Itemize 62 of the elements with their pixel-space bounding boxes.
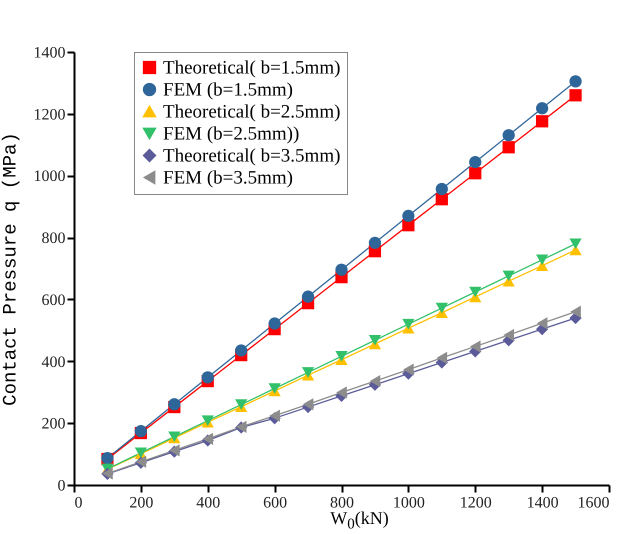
point — [268, 383, 281, 394]
y-tick-label: 200 — [42, 416, 66, 433]
point — [536, 102, 548, 114]
point — [268, 317, 281, 330]
point — [168, 398, 180, 410]
x-tick-label: 200 — [129, 494, 154, 512]
point — [536, 254, 548, 266]
point — [502, 270, 515, 282]
point — [402, 318, 414, 330]
y-tick-label: 600 — [42, 292, 66, 309]
point — [436, 302, 448, 314]
y-tick-label: 1200 — [34, 106, 66, 124]
legend-label: FEM (b=3.5mm) — [163, 168, 293, 188]
x-tick-label: 0 — [74, 494, 82, 512]
legend-label: Theoretical( b=3.5mm) — [163, 146, 340, 166]
point — [235, 399, 248, 410]
point — [436, 193, 448, 206]
point — [403, 364, 414, 376]
point — [469, 167, 482, 180]
point — [569, 238, 582, 250]
x-tick-label: 600 — [263, 494, 288, 512]
point — [302, 367, 314, 378]
y-tick-label: 800 — [42, 230, 66, 248]
point — [436, 352, 448, 364]
point — [302, 290, 314, 303]
x-tick-label: 1200 — [460, 494, 492, 512]
x-tick-label: 400 — [196, 494, 220, 512]
y-tick-label: 0 — [58, 478, 66, 494]
point — [269, 410, 280, 422]
point — [502, 129, 515, 142]
y-tick-label: 400 — [42, 354, 66, 371]
x-tick-label: 1600 — [578, 494, 610, 512]
legend-label: Theoretical( b=2.5mm) — [163, 102, 340, 122]
point — [335, 351, 348, 362]
point — [569, 75, 582, 88]
point — [536, 115, 548, 128]
point — [469, 286, 482, 298]
point — [335, 264, 348, 276]
point — [569, 89, 582, 102]
y-axis-title: Contact Pressure q (MPa) — [0, 132, 22, 406]
legend-label: FEM (b=2.5mm)) — [163, 124, 300, 144]
point — [202, 371, 214, 384]
point — [302, 398, 314, 410]
legend-label: Theoretical( b=1.5mm) — [163, 58, 340, 78]
point — [368, 236, 382, 249]
point — [469, 156, 482, 168]
x-tick-label: 1000 — [392, 494, 425, 512]
legend-label: FEM (b=1.5mm) — [163, 80, 293, 100]
x-tick-label: 1400 — [526, 494, 559, 512]
point — [570, 306, 581, 318]
y-tick-label: 1000 — [34, 168, 66, 186]
point — [370, 374, 380, 388]
point — [235, 344, 248, 357]
point — [402, 210, 414, 222]
point — [536, 317, 548, 330]
point — [336, 386, 347, 399]
point — [436, 182, 448, 196]
y-tick-label: 1400 — [34, 44, 66, 62]
point — [470, 340, 481, 353]
point — [503, 328, 514, 342]
point — [502, 141, 515, 154]
point — [368, 334, 382, 346]
